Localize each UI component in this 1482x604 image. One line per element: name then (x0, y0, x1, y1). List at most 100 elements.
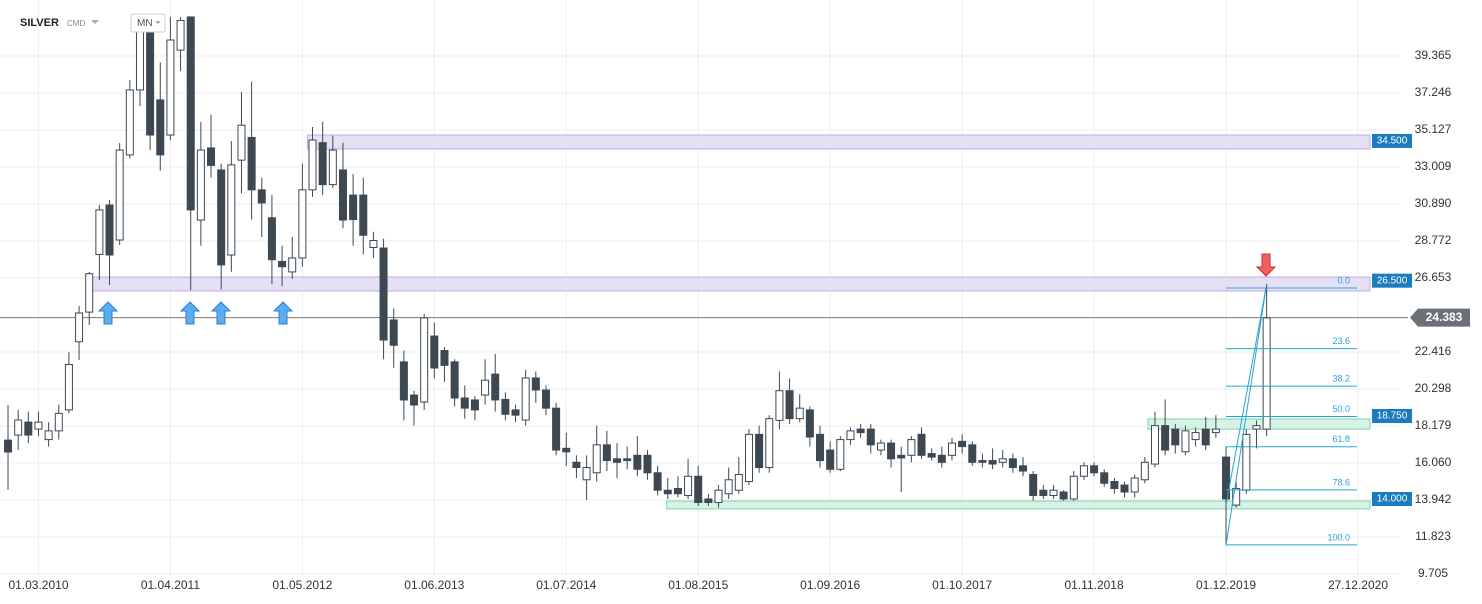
y-tick-label: 39.365 (1415, 48, 1452, 62)
up-arrow (97, 301, 119, 325)
candle-body (775, 390, 784, 421)
candle-body (1100, 472, 1109, 484)
candle-body (1201, 428, 1210, 446)
candle-body (54, 412, 63, 432)
candle-body (836, 439, 845, 470)
candle-body (623, 458, 632, 462)
candle-body (328, 149, 337, 186)
candle-body (257, 189, 266, 204)
candle-body (247, 136, 256, 191)
zone (306, 134, 1371, 150)
candle-body (1181, 430, 1190, 453)
candle-body (338, 169, 347, 221)
price-label: 18.750 (1377, 411, 1408, 422)
candle-body (1110, 481, 1119, 489)
candle-body (714, 489, 723, 503)
candle-body (582, 467, 591, 481)
candle-body (156, 99, 165, 156)
price-label-box (1372, 273, 1412, 288)
candle-body (765, 418, 774, 469)
candle-body (1211, 428, 1220, 434)
price-label: 34.500 (1377, 136, 1408, 147)
candle-body (552, 407, 561, 451)
candle-body (186, 16, 195, 211)
candle-body (217, 169, 226, 266)
candle-body (207, 147, 216, 166)
candle-body (673, 487, 682, 495)
y-tick-label: 11.823 (1415, 529, 1451, 543)
price-label: 26.500 (1377, 275, 1408, 286)
up-arrow (210, 301, 232, 325)
candle-body (1232, 487, 1241, 506)
candle-body (430, 335, 439, 369)
candle-body (470, 399, 479, 411)
candle-body (1140, 461, 1149, 481)
up-arrow (179, 301, 201, 325)
candle-body (308, 139, 317, 191)
candle-body (1029, 474, 1038, 496)
timeframe-select[interactable] (130, 13, 166, 33)
y-tick-label: 20.298 (1415, 381, 1452, 395)
candle-body (410, 394, 419, 406)
x-tick-label: 01.12.2019 (1196, 578, 1256, 592)
candle-body (744, 433, 753, 483)
dropdown-icon (155, 21, 161, 24)
candle-body (379, 247, 388, 341)
y-tick-label: 35.127 (1415, 122, 1452, 136)
y-tick-label: 16.060 (1415, 455, 1452, 469)
x-tick-label: 01.08.2015 (668, 578, 728, 592)
last-price-label: 24.383 (1426, 310, 1463, 324)
candle-body (562, 447, 571, 453)
candle-body (755, 433, 764, 469)
header: SILVER CMD MN (20, 13, 166, 33)
candle-body (349, 194, 358, 221)
x-tick-label: 01.09.2016 (800, 578, 860, 592)
up-arrow (272, 301, 294, 325)
fib-label: 100.0 (1327, 532, 1350, 542)
candle-body (176, 19, 185, 51)
candle-body (907, 439, 916, 456)
x-tick-label: 01.04.2011 (141, 578, 200, 592)
candle-body (663, 489, 672, 495)
down-arrow (1255, 253, 1277, 277)
candle-body (511, 409, 520, 416)
candle-body (481, 379, 490, 396)
candle-body (541, 389, 550, 409)
fibonacci: 0.0 23.6 38.2 50.0 61.8 78.6 100.0 (1225, 275, 1357, 546)
candle-body (501, 398, 510, 415)
candle-body (14, 419, 23, 436)
candle-body (897, 454, 906, 459)
zone (666, 500, 1371, 510)
fib-label: 61.8 (1332, 434, 1350, 444)
candle-body (105, 204, 114, 256)
x-tick-label: 27.12.2020 (1328, 578, 1388, 592)
candle-body (399, 361, 408, 401)
candle-body (298, 189, 307, 259)
candle-body (4, 439, 13, 453)
y-tick-label: 13.942 (1415, 492, 1452, 506)
candle-body (460, 397, 469, 409)
candle-body (24, 421, 33, 436)
y-tick-label: 37.246 (1415, 85, 1452, 99)
candle-body (1262, 317, 1271, 430)
candle-body (602, 444, 611, 462)
trend-line (1225, 287, 1267, 506)
candle-body (1191, 432, 1200, 441)
last-price-box (1410, 308, 1470, 327)
fib-label: 78.6 (1332, 477, 1350, 487)
fib-label: 50.0 (1332, 404, 1350, 414)
candle-body (146, 29, 155, 136)
candle-body (1049, 489, 1058, 496)
x-tick-label: 01.10.2017 (932, 578, 992, 592)
candle-body (359, 194, 368, 236)
candle-body (694, 475, 703, 503)
candle-body (724, 479, 733, 495)
candle-body (795, 407, 804, 420)
candle-body (166, 39, 175, 136)
zone (87, 276, 1371, 292)
candles (4, 16, 1271, 545)
candle-body (958, 440, 967, 448)
price-label-box (1372, 133, 1412, 148)
dropdown-icon[interactable] (91, 20, 99, 24)
